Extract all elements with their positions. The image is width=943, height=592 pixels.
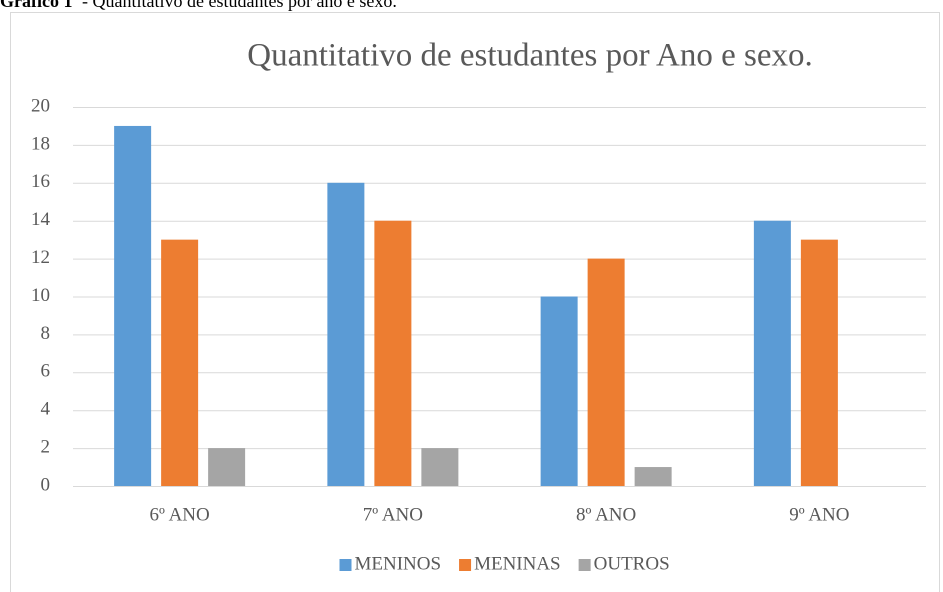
y-tick-label: 0 [41,474,51,495]
y-tick-label: 2 [41,436,51,457]
legend-swatch [459,559,472,571]
y-tick-label: 18 [31,133,50,154]
y-tick-label: 14 [31,209,51,230]
y-tick-label: 12 [31,247,50,268]
bar [634,467,672,486]
bar [421,448,459,486]
x-tick-label: 7º ANO [363,504,423,525]
bar [374,220,412,486]
bar [208,448,246,486]
bar [114,125,152,486]
bar [161,239,199,486]
x-tick-label: 9º ANO [789,504,849,525]
bar [800,239,838,486]
caption-text: - Quantitativo de estudantes por ano e s… [82,0,397,11]
bar [753,220,791,486]
legend-swatch [578,559,591,571]
legend-label: MENINOS [355,553,442,574]
y-tick-label: 6 [41,361,51,382]
legend-label: OUTROS [594,553,670,574]
caption-label: Gráfico 1 [0,0,72,11]
y-tick-label: 16 [31,171,50,192]
bar [540,296,578,486]
y-tick-label: 10 [31,285,50,306]
x-tick-label: 8º ANO [576,504,636,525]
legend-swatch [339,559,352,571]
y-tick-label: 20 [31,95,50,116]
bar [327,182,365,487]
chart-title: Quantitativo de estudantes por Ano e sex… [247,38,812,74]
y-tick-label: 8 [41,323,51,344]
chart-border [10,12,940,592]
bar [587,258,625,486]
legend-label: MENINAS [474,553,561,574]
x-tick-label: 6º ANO [149,504,209,525]
y-tick-label: 4 [41,399,51,420]
